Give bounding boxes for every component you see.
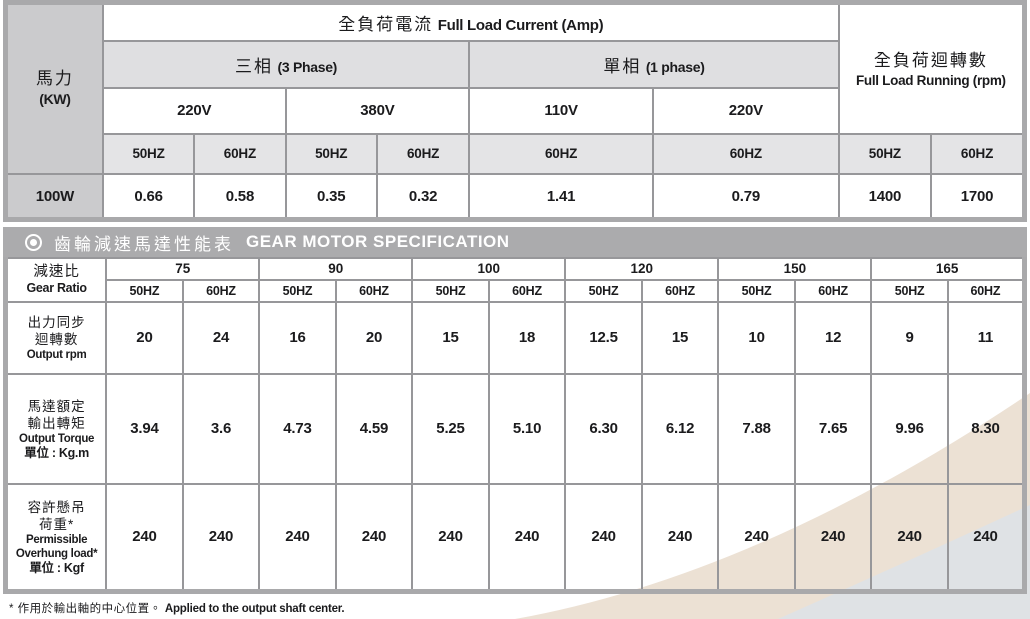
three-phase-header: 三相 (3 Phase): [101, 40, 471, 90]
output-rpm-value: 12.5: [564, 300, 643, 375]
voltage-header-220v-3ph: 220V: [101, 87, 287, 135]
output-rpm-value: 11: [946, 300, 1026, 375]
gear-hz-header: 60HZ: [334, 278, 414, 303]
overhung-value: 240: [946, 482, 1026, 593]
output-rpm-value: 15: [411, 300, 490, 375]
voltage-header-220v-1ph: 220V: [651, 87, 840, 135]
output-rpm-value: 20: [334, 300, 414, 375]
gear-ratio-header: 減速比 Gear Ratio: [4, 257, 108, 303]
gear-hz-header: 60HZ: [946, 278, 1026, 303]
output-rpm-value: 18: [487, 300, 567, 375]
output-rpm-value: 16: [258, 300, 337, 375]
ratio-header: 75: [105, 257, 261, 281]
overhung-value: 240: [258, 482, 337, 593]
gear-hz-header: 50HZ: [258, 278, 337, 303]
torque-value: 8.30: [946, 373, 1026, 485]
output-rpm-value: 20: [105, 300, 184, 375]
power-table: 馬力 (KW) 全負荷電流 Full Load Current (Amp) 全負…: [3, 0, 1027, 222]
torque-value: 7.65: [793, 373, 873, 485]
full-load-current-header: 全負荷電流 Full Load Current (Amp): [101, 1, 840, 43]
current-value: 0.66: [101, 173, 196, 221]
ratio-header: 90: [258, 257, 414, 281]
torque-value: 4.59: [334, 373, 414, 485]
section-title-en: GEAR MOTOR SPECIFICATION: [246, 232, 510, 251]
full-load-running-header: 全負荷迴轉數 Full Load Running (rpm): [837, 1, 1026, 135]
overhung-value: 240: [564, 482, 643, 593]
overhung-value: 240: [640, 482, 720, 593]
output-rpm-value: 15: [640, 300, 720, 375]
footnote-zh: * 作用於輸出軸的中心位置。: [9, 603, 162, 615]
torque-value: 6.12: [640, 373, 720, 485]
current-value: 0.35: [284, 173, 378, 221]
torque-value: 5.25: [411, 373, 490, 485]
gear-hz-header: 50HZ: [717, 278, 796, 303]
output-torque-row-label: 馬達額定 輸出轉矩 Output Torque 單位 : Kg.m: [4, 373, 108, 485]
ratio-header: 100: [411, 257, 567, 281]
rpm-value: 1400: [837, 173, 933, 221]
gear-hz-header: 50HZ: [870, 278, 949, 303]
hz-header: 60HZ: [930, 132, 1026, 176]
overhung-value: 240: [411, 482, 490, 593]
rpm-value: 1700: [930, 173, 1026, 221]
overhung-value: 240: [717, 482, 796, 593]
torque-value: 9.96: [870, 373, 949, 485]
gear-hz-header: 50HZ: [105, 278, 184, 303]
torque-value: 7.88: [717, 373, 796, 485]
gear-hz-header: 60HZ: [793, 278, 873, 303]
hz-header: 50HZ: [101, 132, 196, 176]
hp-kw-header: 馬力 (KW): [4, 1, 104, 176]
ratio-header: 120: [564, 257, 720, 281]
gear-hz-header: 50HZ: [564, 278, 643, 303]
hz-header: 50HZ: [837, 132, 933, 176]
voltage-header-110v-1ph: 110V: [468, 87, 654, 135]
hz-header: 60HZ: [651, 132, 840, 176]
gear-hz-header: 50HZ: [411, 278, 490, 303]
voltage-header-380v-3ph: 380V: [284, 87, 471, 135]
gear-table: 減速比 Gear Ratio 75 90 100 120 150 165 50H…: [3, 257, 1027, 594]
torque-value: 6.30: [564, 373, 643, 485]
overhung-value: 240: [870, 482, 949, 593]
power-row-label: 100W: [4, 173, 104, 221]
hz-header: 60HZ: [375, 132, 471, 176]
output-rpm-value: 10: [717, 300, 796, 375]
gear-hz-header: 60HZ: [181, 278, 261, 303]
current-value: 0.32: [375, 173, 471, 221]
footnote-en: Applied to the output shaft center.: [164, 603, 345, 615]
bullseye-icon: [25, 233, 42, 251]
single-phase-header: 單相 (1 phase): [468, 40, 840, 90]
footnote: * 作用於輸出軸的中心位置。 Applied to the output sha…: [9, 600, 345, 616]
hz-header: 50HZ: [284, 132, 378, 176]
gear-hz-header: 60HZ: [640, 278, 720, 303]
overhung-value: 240: [334, 482, 414, 593]
overhung-value: 240: [793, 482, 873, 593]
torque-value: 3.6: [181, 373, 261, 485]
torque-value: 4.73: [258, 373, 337, 485]
overhung-load-row-label: 容許懸吊 荷重* Permissible Overhung load* 單位 :…: [4, 482, 108, 593]
current-value: 0.58: [193, 173, 287, 221]
overhung-value: 240: [487, 482, 567, 593]
section-title-bar: 齒輪減速馬達性能表 GEAR MOTOR SPECIFICATION: [3, 227, 1027, 257]
ratio-header: 165: [870, 257, 1026, 281]
output-rpm-row-label: 出力同步 迴轉數 Output rpm: [4, 300, 108, 375]
section-title-zh: 齒輪減速馬達性能表: [54, 234, 234, 254]
gear-hz-header: 60HZ: [487, 278, 567, 303]
current-value: 0.79: [651, 173, 840, 221]
output-rpm-value: 9: [870, 300, 949, 375]
hz-header: 60HZ: [468, 132, 654, 176]
overhung-value: 240: [181, 482, 261, 593]
torque-value: 5.10: [487, 373, 567, 485]
output-rpm-value: 24: [181, 300, 261, 375]
hz-header: 60HZ: [193, 132, 287, 176]
output-rpm-value: 12: [793, 300, 873, 375]
torque-value: 3.94: [105, 373, 184, 485]
ratio-header: 150: [717, 257, 873, 281]
current-value: 1.41: [468, 173, 654, 221]
overhung-value: 240: [105, 482, 184, 593]
